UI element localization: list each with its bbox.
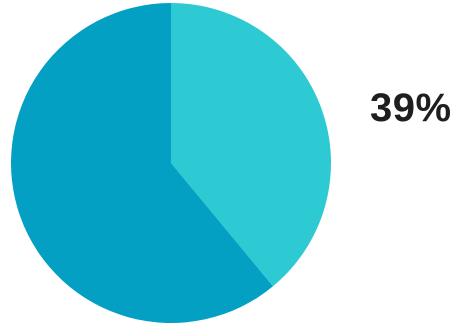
pie-slices — [10, 3, 331, 323]
pie-slice-1 — [171, 3, 331, 287]
percent-annotation: 39% — [370, 86, 452, 130]
pie-slice-2 — [10, 3, 273, 323]
pie-chart-svg — [10, 3, 331, 323]
